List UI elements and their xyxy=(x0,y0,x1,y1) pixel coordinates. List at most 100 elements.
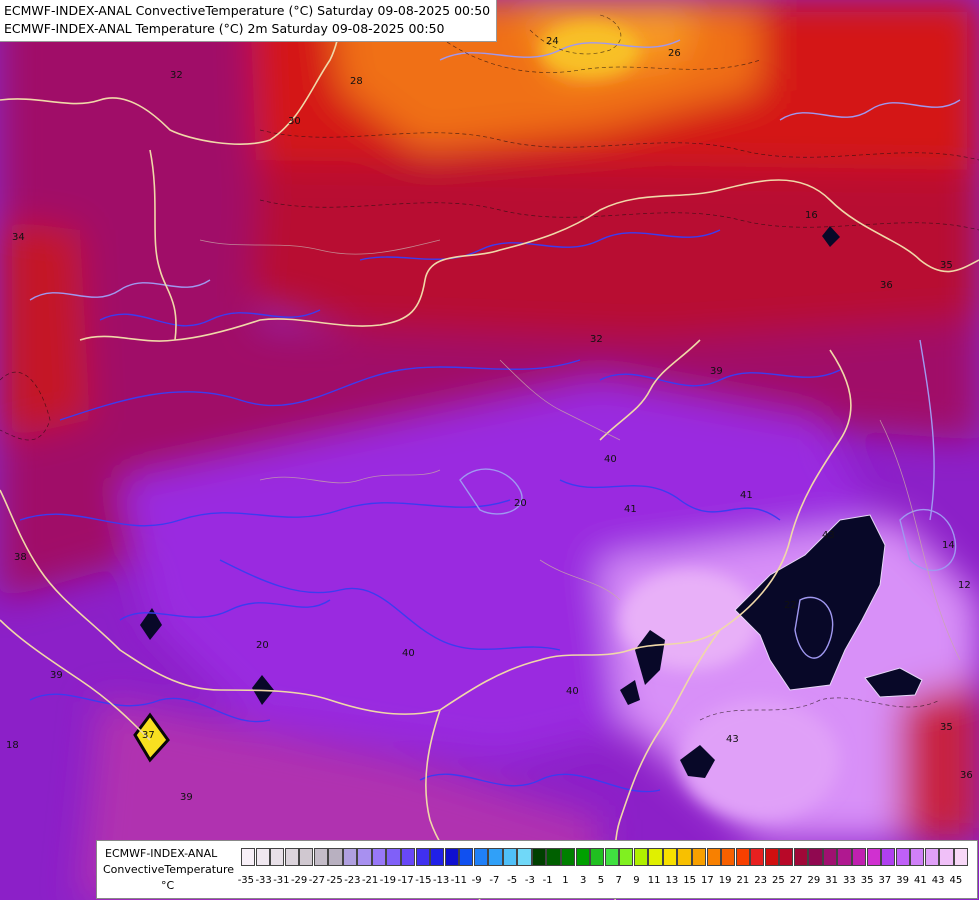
temperature-contours-light xyxy=(29,39,961,659)
legend-swatch xyxy=(561,848,576,866)
legend-swatch xyxy=(808,848,823,866)
legend-swatch xyxy=(604,848,619,866)
legend-swatch xyxy=(881,848,896,866)
legend-tick-label: 35 xyxy=(860,875,874,886)
legend-tick-label: 29 xyxy=(807,875,821,886)
legend-swatch xyxy=(531,848,547,866)
legend-swatch xyxy=(677,848,692,866)
legend-swatch xyxy=(459,848,474,866)
legend-tick-label: 9 xyxy=(633,875,640,886)
field-red-east xyxy=(900,680,979,840)
legend-tick-label: -27 xyxy=(308,875,326,886)
legend-tick-label: 13 xyxy=(665,875,679,886)
convective-blob-northeast xyxy=(822,226,840,247)
legend-tick-label: -21 xyxy=(361,875,379,886)
legend-tick-label: -29 xyxy=(290,875,308,886)
legend-tick-label: -1 xyxy=(542,875,553,886)
legend-swatch xyxy=(473,848,488,866)
legend-tick-label: 43 xyxy=(931,875,945,886)
convective-blob-large xyxy=(734,514,886,691)
temperature-contours-blue xyxy=(19,229,841,793)
legend-swatch xyxy=(575,848,590,866)
legend-tick-label: 17 xyxy=(701,875,714,886)
legend-tick-label: 45 xyxy=(949,875,963,886)
legend-color-scale xyxy=(241,848,969,866)
legend-swatch xyxy=(822,848,838,866)
legend-swatch xyxy=(590,848,605,866)
convective-blob-west-1 xyxy=(140,608,162,640)
legend-tick-label: -3 xyxy=(524,875,535,886)
legend-tick-label: 25 xyxy=(772,875,785,886)
legend-model-name: ECMWF-INDEX-ANAL xyxy=(105,847,218,860)
legend-swatch xyxy=(328,848,343,866)
legend-swatch xyxy=(517,848,532,866)
legend-swatch xyxy=(837,848,852,866)
convective-blob-south xyxy=(680,745,715,778)
field-lightviolet-patch-2 xyxy=(680,700,840,820)
legend-tick-label: -17 xyxy=(397,875,414,886)
legend-tick-label: 1 xyxy=(562,875,569,886)
legend-swatch xyxy=(721,848,736,866)
legend-swatch xyxy=(488,848,503,866)
convective-blob-east xyxy=(864,667,923,698)
legend-tick-label: -7 xyxy=(489,875,500,886)
legend-tick-label: 27 xyxy=(789,875,803,886)
legend-swatch xyxy=(764,848,779,866)
legend-tick-label: 33 xyxy=(843,875,856,886)
legend-tick-label: 21 xyxy=(736,875,750,886)
legend-tick-label: 19 xyxy=(718,875,732,886)
convective-temperature-isolines xyxy=(0,14,979,721)
legend-swatch xyxy=(241,848,256,866)
legend-tick-label: 31 xyxy=(825,875,838,886)
legend-swatch xyxy=(444,848,459,866)
title-line-convective: ECMWF-INDEX-ANAL ConvectiveTemperature (… xyxy=(4,3,491,18)
legend-swatch xyxy=(939,848,954,866)
legend-tick-label: 15 xyxy=(683,875,696,886)
legend-tick-labels: -35 -33 -31 -29 -27 -25 -23 -21 -19 -17 -15 -13 -11-… xyxy=(237,875,965,886)
legend-tick-label: -33 xyxy=(255,875,272,886)
legend-swatch xyxy=(415,848,430,866)
convective-blob-mid xyxy=(635,630,665,685)
legend-tick-label: -9 xyxy=(471,875,482,886)
legend-tick-label: 41 xyxy=(914,875,927,886)
field-bright-spot xyxy=(540,22,640,78)
legend-tick-label: -13 xyxy=(432,875,450,886)
legend-swatch xyxy=(851,848,867,866)
legend-swatch xyxy=(953,848,969,866)
legend-swatch xyxy=(633,848,649,866)
legend-tick-label: 7 xyxy=(615,875,622,886)
legend-swatch xyxy=(430,848,445,866)
legend-tick-label: -5 xyxy=(507,875,518,886)
legend-variable-name: ConvectiveTemperature xyxy=(103,863,235,876)
legend-tick-label: -19 xyxy=(379,875,397,886)
legend-unit: °C xyxy=(161,879,175,892)
legend-swatch xyxy=(371,848,387,866)
legend-tick-label: 5 xyxy=(597,875,605,886)
legend-swatch xyxy=(255,848,270,866)
field-darkred-west xyxy=(0,220,90,440)
legend-swatch xyxy=(502,848,518,866)
legend-tick-label: -23 xyxy=(344,875,361,886)
legend-tick-label: 37 xyxy=(878,875,892,886)
legend-swatch xyxy=(691,848,707,866)
legend-tick-label: -11 xyxy=(450,875,468,886)
legend-swatch xyxy=(735,848,750,866)
region-borders xyxy=(199,239,961,661)
legend-swatch xyxy=(270,848,285,866)
legend-swatch xyxy=(866,848,881,866)
legend-swatch xyxy=(662,848,678,866)
legend-swatch xyxy=(619,848,634,866)
color-legend: ECMWF-INDEX-ANAL ConvectiveTemperature °… xyxy=(96,840,978,899)
legend-swatch xyxy=(910,848,925,866)
legend-tick-label: -15 xyxy=(415,875,432,886)
legend-swatch xyxy=(284,848,299,866)
legend-tick-label: -35 xyxy=(237,875,255,886)
legend-swatch xyxy=(706,848,721,866)
legend-tick-label: 11 xyxy=(647,875,661,886)
temperature-detail xyxy=(540,22,840,820)
legend-tick-label: -31 xyxy=(273,875,290,886)
legend-swatch xyxy=(313,848,328,866)
legend-swatch xyxy=(750,848,765,866)
